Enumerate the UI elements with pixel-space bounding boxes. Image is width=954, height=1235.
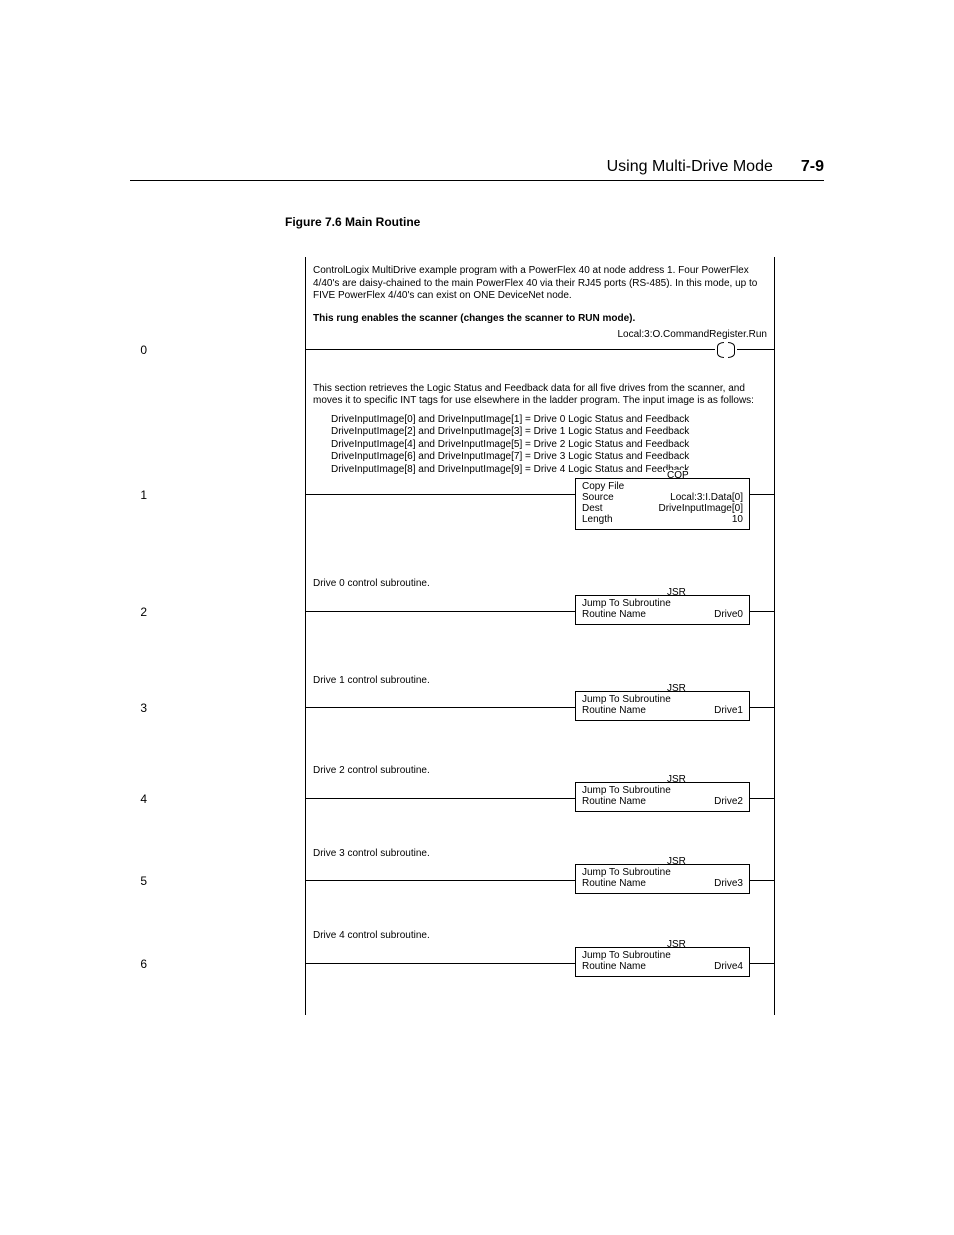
map-line: DriveInputImage[0] and DriveInputImage[1… <box>331 414 767 427</box>
map-line: DriveInputImage[8] and DriveInputImage[9… <box>331 464 767 477</box>
rung-number: 1 <box>127 488 147 502</box>
map-line: DriveInputImage[2] and DriveInputImage[3… <box>331 426 767 439</box>
rung-number: 0 <box>127 343 147 357</box>
rung-wire <box>305 494 575 495</box>
instr-title: Jump To Subroutine <box>582 598 743 609</box>
rung-wire <box>737 349 775 350</box>
len-val: 10 <box>732 514 743 525</box>
rung-number: 4 <box>127 792 147 806</box>
routine-name: Drive0 <box>714 609 743 620</box>
output-coil <box>715 342 737 356</box>
param-label: Routine Name <box>582 878 646 889</box>
jsr-instruction: Jump To Subroutine Routine Name Drive2 <box>575 782 750 812</box>
param-label: Routine Name <box>582 705 646 716</box>
rung-wire <box>750 494 774 495</box>
dst-val: DriveInputImage[0] <box>659 503 744 514</box>
page: Using Multi-Drive Mode 7-9 Figure 7.6 Ma… <box>0 0 954 1075</box>
instr-title: Jump To Subroutine <box>582 950 743 961</box>
instr-title: Jump To Subroutine <box>582 785 743 796</box>
rung-wire <box>305 798 575 799</box>
routine-name: Drive4 <box>714 961 743 972</box>
rung-wire <box>750 798 774 799</box>
src-val: Local:3:I.Data[0] <box>670 492 743 503</box>
chapter-title: Using Multi-Drive Mode <box>607 158 773 176</box>
map-line: DriveInputImage[4] and DriveInputImage[5… <box>331 439 767 452</box>
rung-wire <box>305 707 575 708</box>
rung-wire <box>750 707 774 708</box>
figure-caption: Figure 7.6 Main Routine <box>285 215 824 229</box>
intro-text: ControlLogix MultiDrive example program … <box>313 265 767 303</box>
rung-wire <box>305 880 575 881</box>
jsr-instruction: Jump To Subroutine Routine Name Drive4 <box>575 947 750 977</box>
ladder-diagram: ControlLogix MultiDrive example program … <box>285 257 775 1015</box>
rung-wire <box>750 611 774 612</box>
jsr-instruction: Jump To Subroutine Routine Name Drive1 <box>575 691 750 721</box>
rung-wire <box>305 611 575 612</box>
jsr-instruction: Jump To Subroutine Routine Name Drive0 <box>575 595 750 625</box>
instr-title: Jump To Subroutine <box>582 867 743 878</box>
rung-number: 3 <box>127 701 147 715</box>
rung0-desc: This rung enables the scanner (changes t… <box>313 313 767 326</box>
routine-name: Drive2 <box>714 796 743 807</box>
routine-name: Drive1 <box>714 705 743 716</box>
map-line: DriveInputImage[6] and DriveInputImage[7… <box>331 451 767 464</box>
rung-wire <box>750 963 774 964</box>
rung6-desc: Drive 4 control subroutine. <box>313 930 767 943</box>
dst-label: Dest <box>582 503 603 514</box>
routine-name: Drive3 <box>714 878 743 889</box>
rung2-desc: Drive 0 control subroutine. <box>313 578 767 591</box>
instr-title: Copy File <box>582 481 743 492</box>
instr-title: Jump To Subroutine <box>582 694 743 705</box>
rung-number: 5 <box>127 874 147 888</box>
src-label: Source <box>582 492 614 503</box>
cop-instruction: Copy File Source Local:3:I.Data[0] Dest Dr… <box>575 478 750 530</box>
rung4-desc: Drive 2 control subroutine. <box>313 765 767 778</box>
len-label: Length <box>582 514 613 525</box>
rung1-desc: This section retrieves the Logic Status … <box>313 383 767 408</box>
jsr-instruction: Jump To Subroutine Routine Name Drive3 <box>575 864 750 894</box>
coil-label: Local:3:O.CommandRegister.Run <box>507 329 767 340</box>
page-number: 7-9 <box>801 158 824 176</box>
rung-wire <box>305 349 715 350</box>
rung-wire <box>750 880 774 881</box>
rung3-desc: Drive 1 control subroutine. <box>313 675 767 688</box>
rung5-desc: Drive 3 control subroutine. <box>313 848 767 861</box>
rung-number: 2 <box>127 605 147 619</box>
rung-number: 6 <box>127 957 147 971</box>
param-label: Routine Name <box>582 961 646 972</box>
page-header: Using Multi-Drive Mode 7-9 <box>130 158 824 181</box>
param-label: Routine Name <box>582 796 646 807</box>
param-label: Routine Name <box>582 609 646 620</box>
rung-wire <box>305 963 575 964</box>
